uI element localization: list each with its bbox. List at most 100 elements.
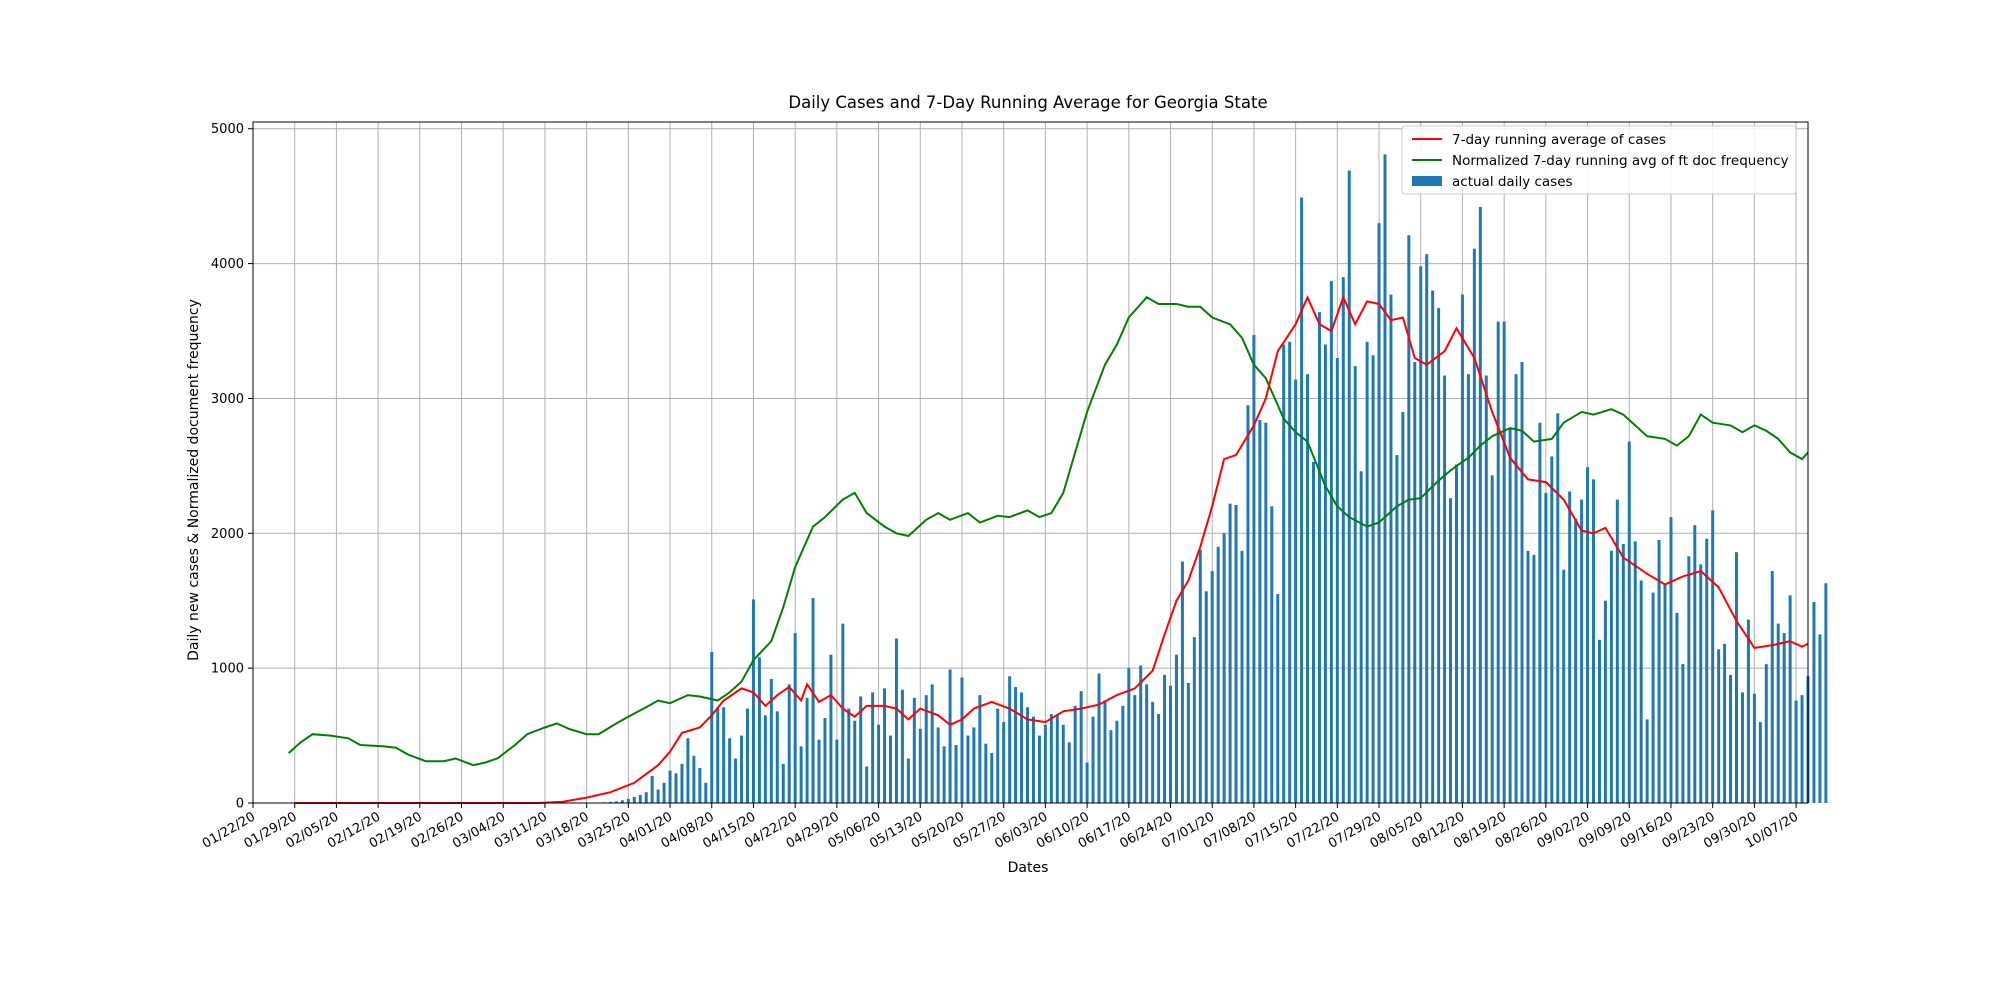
bar bbox=[1681, 664, 1685, 803]
bar bbox=[1538, 422, 1542, 803]
bar bbox=[1621, 544, 1625, 803]
bar bbox=[1627, 441, 1631, 803]
bar bbox=[1496, 321, 1500, 803]
legend-box bbox=[1401, 125, 1797, 195]
bar bbox=[650, 776, 654, 803]
bar bbox=[1270, 506, 1274, 803]
bar bbox=[1264, 422, 1268, 803]
bar bbox=[1544, 492, 1548, 803]
bar bbox=[1008, 676, 1012, 803]
bar bbox=[1210, 571, 1214, 803]
bar bbox=[1431, 290, 1435, 804]
bar bbox=[775, 711, 779, 803]
bar bbox=[1699, 564, 1703, 803]
y-tick-label: 5000 bbox=[211, 122, 244, 137]
bar bbox=[1180, 561, 1184, 803]
bar bbox=[1043, 724, 1047, 803]
bar bbox=[1645, 719, 1649, 803]
bar bbox=[1597, 639, 1601, 803]
bar bbox=[817, 739, 821, 803]
bar bbox=[1204, 591, 1208, 803]
bar bbox=[1389, 294, 1393, 803]
bar bbox=[1526, 550, 1530, 803]
bar bbox=[924, 695, 928, 803]
bar bbox=[978, 695, 982, 803]
bar bbox=[1770, 571, 1774, 803]
series-line-running-average bbox=[294, 294, 1809, 804]
bar bbox=[1556, 413, 1560, 803]
bar bbox=[1532, 554, 1536, 803]
bar bbox=[1103, 700, 1107, 803]
bar bbox=[692, 755, 696, 803]
bar bbox=[883, 688, 887, 803]
bar bbox=[1800, 695, 1804, 803]
bar bbox=[1603, 600, 1607, 803]
bar bbox=[716, 708, 720, 803]
chart-title: Daily Cases and 7-Day Running Average fo… bbox=[788, 93, 1267, 112]
bar bbox=[948, 669, 952, 803]
bar bbox=[1454, 464, 1458, 803]
bar bbox=[1049, 713, 1053, 803]
bar bbox=[1121, 705, 1125, 803]
bar bbox=[1085, 762, 1089, 803]
bar bbox=[1794, 700, 1798, 803]
bar bbox=[1574, 518, 1578, 803]
bar bbox=[960, 677, 964, 803]
bar bbox=[1359, 471, 1363, 803]
bar bbox=[1055, 715, 1059, 803]
bar bbox=[1812, 602, 1816, 803]
bar bbox=[1335, 357, 1339, 803]
bar bbox=[668, 770, 672, 803]
y-axis-ticks: 0 1000 2000 3000 4000 5000 bbox=[211, 122, 253, 812]
bar bbox=[1711, 510, 1715, 803]
bar bbox=[1097, 673, 1101, 803]
bar bbox=[1562, 569, 1566, 803]
bar bbox=[680, 763, 684, 803]
bar bbox=[620, 800, 624, 803]
bar bbox=[1115, 720, 1119, 803]
bar bbox=[1466, 374, 1470, 803]
bar bbox=[1371, 355, 1375, 803]
bar bbox=[608, 801, 612, 803]
bar bbox=[1818, 634, 1822, 803]
bar bbox=[757, 657, 761, 803]
bar bbox=[1294, 379, 1298, 803]
bar bbox=[984, 743, 988, 803]
bar bbox=[781, 763, 785, 803]
y-tick-label: 2000 bbox=[211, 527, 244, 542]
bar bbox=[746, 708, 749, 803]
bar bbox=[1139, 665, 1143, 803]
bar bbox=[972, 727, 976, 803]
bar bbox=[1222, 533, 1226, 803]
bar bbox=[1037, 735, 1041, 803]
legend-label-running-average: 7-day running average of cases bbox=[1452, 132, 1666, 148]
bar bbox=[1413, 362, 1417, 803]
bar bbox=[1031, 716, 1035, 803]
x-axis-title: Dates bbox=[1008, 860, 1049, 876]
bar bbox=[1472, 248, 1476, 804]
bar bbox=[1246, 405, 1250, 803]
bar bbox=[1502, 321, 1506, 803]
bar bbox=[1252, 335, 1256, 803]
bar bbox=[1663, 584, 1667, 803]
bar bbox=[966, 735, 970, 803]
bar bbox=[1365, 341, 1369, 803]
bar bbox=[835, 739, 839, 803]
bar bbox=[1228, 503, 1232, 803]
bar bbox=[1288, 341, 1292, 803]
bar bbox=[1419, 266, 1423, 803]
bar bbox=[1717, 649, 1721, 803]
series-line-ft-doc-frequency bbox=[288, 296, 1809, 767]
y-tick-label: 0 bbox=[236, 797, 244, 812]
bar bbox=[1615, 499, 1619, 803]
bar bbox=[1377, 223, 1381, 803]
bar bbox=[1151, 701, 1155, 803]
bar bbox=[1002, 722, 1006, 803]
bar bbox=[877, 724, 881, 803]
bar bbox=[942, 746, 946, 803]
bar bbox=[1687, 556, 1691, 803]
bar bbox=[698, 767, 702, 803]
bar bbox=[1693, 525, 1697, 803]
bar bbox=[1091, 716, 1095, 803]
bar bbox=[1609, 550, 1613, 803]
